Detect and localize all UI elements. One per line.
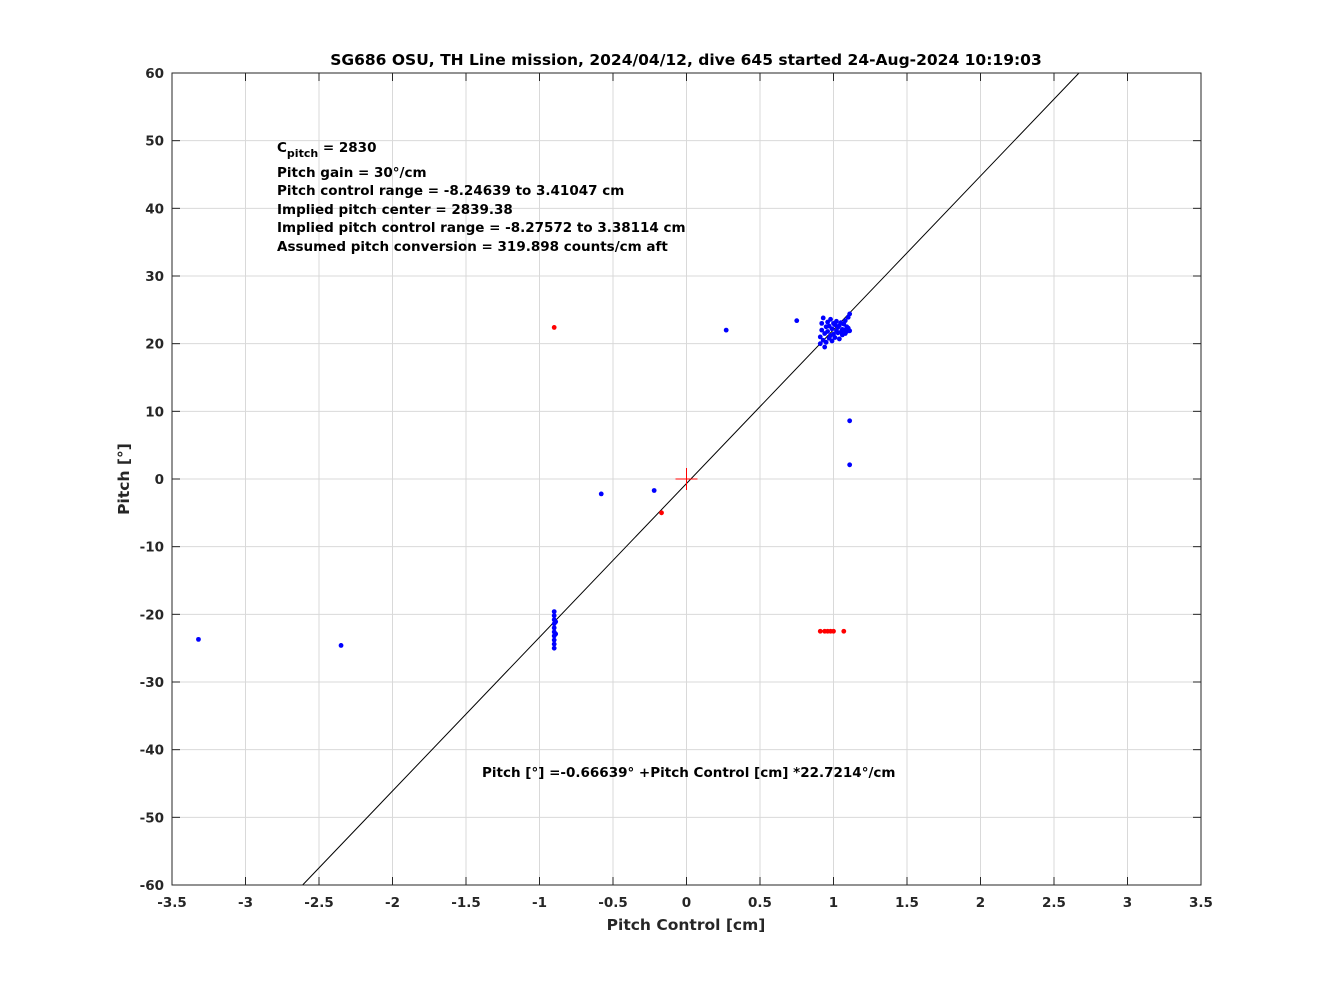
pitch-conversion-annotation: Assumed pitch conversion = 319.898 count…: [277, 239, 668, 255]
chart-title: SG686 OSU, TH Line mission, 2024/04/12, …: [330, 51, 1042, 69]
pitch-gain-annotation: Pitch gain = 30°/cm: [277, 165, 427, 181]
x-tick-label: -3: [238, 895, 253, 911]
data-points-layer: [196, 311, 853, 651]
data-point: [834, 318, 839, 324]
y-tick-label: 30: [145, 269, 164, 285]
y-tick-label: 50: [145, 134, 164, 150]
y-tick-label: -40: [140, 743, 164, 759]
cpitch-annotation: Cpitch = 2830: [277, 140, 376, 160]
data-point: [820, 315, 826, 321]
data-point: [819, 327, 825, 333]
fit-equation-annotation: Pitch [°] =-0.66639° +Pitch Control [cm]…: [482, 765, 895, 781]
x-tick-label: -2.5: [304, 895, 334, 911]
y-tick-label: 0: [155, 472, 164, 488]
x-tick-label: 3.5: [1189, 895, 1213, 911]
implied-pitch-range-annotation: Implied pitch control range = -8.27572 t…: [277, 220, 686, 236]
data-point: [553, 631, 559, 637]
data-point: [723, 327, 729, 333]
data-point: [842, 318, 848, 324]
data-point: [338, 643, 344, 648]
y-tick-label: -20: [140, 607, 164, 623]
data-point: [551, 625, 557, 631]
data-point: [794, 318, 800, 324]
axis-ticks: [171, 72, 1202, 886]
data-point: [825, 329, 831, 334]
implied-pitch-center-annotation: Implied pitch center = 2839.38: [277, 202, 513, 218]
data-point: [817, 628, 823, 634]
data-point: [196, 636, 201, 642]
data-point: [551, 613, 557, 619]
y-tick-label: -50: [140, 810, 164, 826]
data-point: [823, 339, 829, 345]
x-tick-label: 0: [682, 895, 691, 911]
data-point: [831, 628, 836, 634]
data-point: [817, 341, 823, 347]
data-point: [551, 325, 557, 330]
data-point: [659, 510, 664, 516]
data-point: [551, 609, 557, 615]
x-tick-labels: -3.5 -3 -2.5 -2 -1.5 -1 -0.5 0 0.5 1 1.5 2 2.5 3 3.5: [157, 895, 1213, 911]
y-tick-label: 20: [145, 337, 164, 353]
data-point: [551, 645, 557, 651]
data-point: [828, 316, 833, 322]
y-tick-label: 60: [145, 66, 164, 82]
y-axis-label: Pitch [°]: [115, 443, 133, 515]
info-annotation-block: Cpitch = 2830 Pitch gain = 30°/cm Pitch …: [277, 140, 686, 255]
y-tick-label: -10: [140, 540, 164, 556]
data-point: [553, 619, 559, 625]
data-point: [651, 488, 657, 493]
data-point: [836, 336, 842, 342]
cpitch-symbol: C: [277, 140, 287, 156]
data-point: [847, 328, 853, 334]
y-tick-label: 10: [145, 404, 164, 420]
pitch-control-range-annotation: Pitch control range = -8.24639 to 3.4104…: [277, 183, 624, 199]
x-tick-label: -3.5: [157, 895, 187, 911]
y-tick-label: 40: [145, 201, 164, 217]
y-tick-label: -60: [140, 878, 164, 894]
x-tick-label: 1.5: [895, 895, 919, 911]
x-tick-label: -0.5: [598, 895, 628, 911]
x-tick-label: -1.5: [451, 895, 481, 911]
x-axis-label: Pitch Control [cm]: [607, 916, 766, 934]
x-tick-label: -1: [532, 895, 547, 911]
x-tick-label: 3: [1123, 895, 1132, 911]
data-point: [817, 334, 823, 340]
y-tick-labels: -60 -50 -40 -30 -20 -10 0 10 20 30 40 50 60: [140, 66, 164, 894]
data-point: [829, 326, 835, 332]
data-point: [832, 335, 838, 340]
data-point: [551, 641, 557, 647]
data-point: [847, 311, 853, 317]
y-tick-label: -30: [140, 675, 164, 691]
data-point: [847, 462, 853, 468]
cpitch-value: = 2830: [318, 140, 376, 156]
x-tick-label: 2.5: [1042, 895, 1066, 911]
data-point: [822, 344, 828, 350]
cpitch-subscript: pitch: [287, 147, 318, 160]
data-point: [598, 491, 604, 497]
x-tick-label: -2: [385, 895, 400, 911]
center-marker-layer: [675, 468, 698, 490]
data-point: [841, 628, 847, 634]
data-point: [829, 338, 835, 344]
gridlines: [171, 72, 1202, 886]
x-tick-label: 2: [976, 895, 985, 911]
x-tick-label: 1: [829, 895, 838, 911]
data-point: [551, 637, 557, 643]
data-point: [819, 320, 825, 326]
x-tick-label: 0.5: [748, 895, 772, 911]
data-point: [847, 418, 853, 424]
